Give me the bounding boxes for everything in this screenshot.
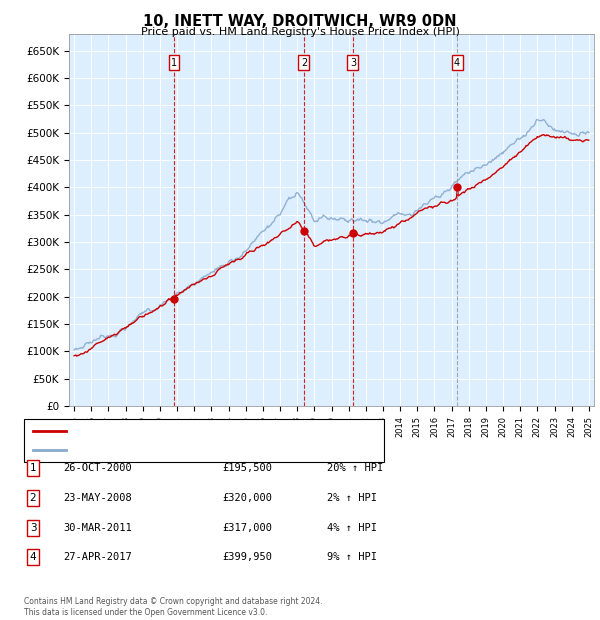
Text: Contains HM Land Registry data © Crown copyright and database right 2024.
This d: Contains HM Land Registry data © Crown c… (24, 598, 323, 617)
Text: £399,950: £399,950 (222, 552, 272, 562)
Text: 3: 3 (350, 58, 356, 68)
Text: 4: 4 (29, 552, 37, 562)
Text: 27-APR-2017: 27-APR-2017 (63, 552, 132, 562)
Text: 20% ↑ HPI: 20% ↑ HPI (327, 463, 383, 473)
Text: 10, INETT WAY, DROITWICH, WR9 0DN (detached house): 10, INETT WAY, DROITWICH, WR9 0DN (detac… (72, 426, 349, 436)
Text: £195,500: £195,500 (222, 463, 272, 473)
Text: £317,000: £317,000 (222, 523, 272, 533)
Text: 2: 2 (301, 58, 307, 68)
Text: 30-MAR-2011: 30-MAR-2011 (63, 523, 132, 533)
Text: 9% ↑ HPI: 9% ↑ HPI (327, 552, 377, 562)
Text: 4: 4 (454, 58, 460, 68)
Text: 2% ↑ HPI: 2% ↑ HPI (327, 493, 377, 503)
Text: 3: 3 (29, 523, 37, 533)
Text: 10, INETT WAY, DROITWICH, WR9 0DN: 10, INETT WAY, DROITWICH, WR9 0DN (143, 14, 457, 29)
Text: £320,000: £320,000 (222, 493, 272, 503)
Text: 1: 1 (29, 463, 37, 473)
Text: HPI: Average price, detached house, Wychavon: HPI: Average price, detached house, Wych… (72, 445, 304, 454)
Text: 26-OCT-2000: 26-OCT-2000 (63, 463, 132, 473)
Text: 2: 2 (29, 493, 37, 503)
Text: 23-MAY-2008: 23-MAY-2008 (63, 493, 132, 503)
Text: 4% ↑ HPI: 4% ↑ HPI (327, 523, 377, 533)
Text: 1: 1 (171, 58, 177, 68)
Text: Price paid vs. HM Land Registry's House Price Index (HPI): Price paid vs. HM Land Registry's House … (140, 27, 460, 37)
